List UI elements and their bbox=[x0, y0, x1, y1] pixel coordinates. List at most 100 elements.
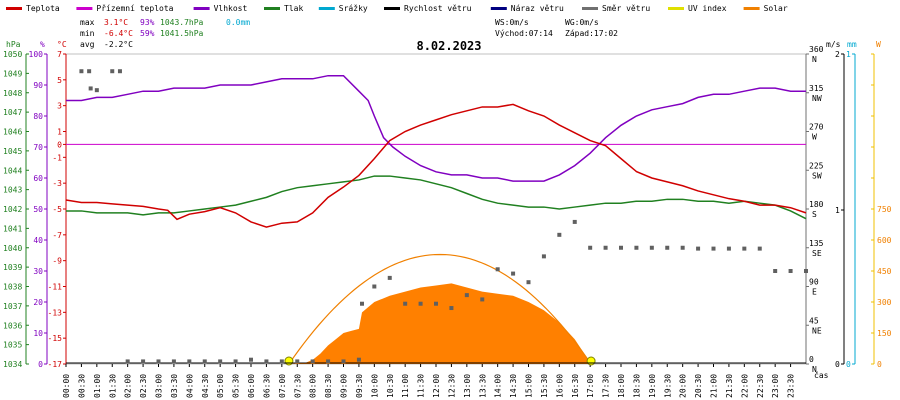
temperature-tick-label: -9 bbox=[52, 257, 62, 266]
pressure-tick-label: 1044 bbox=[3, 166, 22, 175]
legend-label: UV index bbox=[688, 4, 727, 13]
time-tick-label: 17:30 bbox=[602, 374, 611, 398]
direction-tick-label: 225 bbox=[809, 161, 824, 170]
temperature-tick-label: 7 bbox=[57, 50, 62, 59]
wind-direction-point bbox=[588, 245, 593, 250]
time-tick-label: 21:00 bbox=[710, 374, 719, 398]
wind-speed-info: WS:0m/s bbox=[495, 18, 529, 27]
time-tick-label: 13:30 bbox=[478, 374, 487, 398]
temperature-tick-label: 1 bbox=[57, 128, 62, 137]
wind-direction-point bbox=[711, 246, 716, 251]
humidity-tick-label: 30 bbox=[33, 267, 43, 276]
legend-label: Tlak bbox=[284, 4, 303, 13]
time-tick-label: 07:00 bbox=[278, 374, 287, 398]
speed-unit: m/s bbox=[826, 40, 841, 49]
time-tick-label: 05:00 bbox=[216, 374, 225, 398]
time-tick-label: 04:30 bbox=[201, 374, 210, 398]
legend-swatch bbox=[668, 7, 684, 10]
time-tick-label: 06:00 bbox=[247, 374, 256, 398]
wind-direction-point bbox=[572, 219, 577, 224]
humidity-tick-label: 70 bbox=[33, 143, 43, 152]
stat-max-humidity: 93% bbox=[140, 18, 155, 27]
legend-label: Směr větru bbox=[602, 4, 650, 13]
wind-direction-point bbox=[326, 359, 331, 364]
wind-direction-point bbox=[403, 301, 408, 306]
temperature-tick-label: -17 bbox=[48, 360, 63, 369]
wind-direction-point bbox=[87, 69, 92, 74]
wind-direction-point bbox=[156, 359, 161, 364]
time-tick-label: 12:00 bbox=[432, 374, 441, 398]
time-tick-label: 00:30 bbox=[77, 374, 86, 398]
wind-direction-point bbox=[495, 267, 500, 272]
solar-tick-label: 750 bbox=[877, 205, 892, 214]
stat-min-label: min bbox=[80, 29, 95, 38]
time-tick-label: 19:30 bbox=[663, 374, 672, 398]
time-tick-label: 14:30 bbox=[509, 374, 518, 398]
time-tick-label: 17:00 bbox=[586, 374, 595, 398]
time-tick-label: 16:30 bbox=[571, 374, 580, 398]
humidity-tick-label: 40 bbox=[33, 236, 43, 245]
stat-avg-temp: -2.2°C bbox=[104, 40, 133, 49]
humidity-tick-label: 80 bbox=[33, 112, 43, 121]
time-tick-label: 07:30 bbox=[293, 374, 302, 398]
sunrise-marker bbox=[284, 356, 294, 366]
solar-max-curve bbox=[288, 253, 592, 365]
temperature-tick-label: 3 bbox=[57, 102, 62, 111]
time-tick-label: 18:30 bbox=[632, 374, 641, 398]
stat-min-pressure: 1041.5hPa bbox=[160, 29, 204, 38]
humidity-tick-label: 20 bbox=[33, 298, 43, 307]
wind-direction-point bbox=[310, 359, 315, 364]
wind-direction-point bbox=[634, 245, 639, 250]
wind-direction-point bbox=[557, 232, 562, 237]
stat-max-pressure: 1043.7hPa bbox=[160, 18, 204, 27]
direction-tick-label: 315 bbox=[809, 84, 824, 93]
rain-tick-label: 0 bbox=[846, 360, 851, 369]
temperature-tick-label: -7 bbox=[52, 231, 62, 240]
direction-letter-label: E bbox=[812, 288, 817, 297]
temperature-line bbox=[65, 103, 807, 228]
time-tick-label: 19:00 bbox=[648, 374, 657, 398]
time-tick-label: 23:30 bbox=[787, 374, 796, 398]
pressure-tick-label: 1036 bbox=[3, 321, 22, 330]
temperature-tick-label: -5 bbox=[52, 205, 62, 214]
wind-direction-point bbox=[665, 245, 670, 250]
direction-letter-label: N bbox=[812, 55, 817, 64]
time-tick-label: 14:00 bbox=[494, 374, 503, 398]
pressure-tick-label: 1045 bbox=[3, 147, 22, 156]
wind-direction-point bbox=[804, 269, 808, 273]
temperature-tick-label: -15 bbox=[48, 334, 63, 343]
time-tick-label: 05:30 bbox=[232, 374, 241, 398]
direction-letter-label: SW bbox=[812, 171, 822, 180]
direction-letter-label: NE bbox=[812, 326, 822, 335]
temperature-tick-label: -3 bbox=[52, 179, 62, 188]
wind-direction-point bbox=[341, 359, 346, 364]
left-unit-labels: hPa % °C bbox=[6, 40, 67, 49]
pressure-tick-label: 1043 bbox=[3, 186, 22, 195]
wind-direction-point bbox=[434, 301, 438, 306]
direction-tick-label: 0 bbox=[809, 355, 814, 364]
temperature-unit: °C bbox=[57, 40, 67, 49]
pressure-tick-label: 1035 bbox=[3, 341, 22, 350]
legend-label: Srážky bbox=[339, 4, 368, 13]
wind-direction-point bbox=[649, 245, 654, 250]
pressure-line bbox=[66, 175, 807, 220]
time-tick-label: 06:30 bbox=[262, 374, 271, 398]
wind-direction-point bbox=[187, 359, 192, 364]
wind-direction-point bbox=[680, 245, 685, 250]
wind-direction-point bbox=[387, 275, 392, 280]
wind-direction-point bbox=[773, 269, 778, 273]
stat-min-humidity: 59% bbox=[140, 29, 155, 38]
wind-direction-point bbox=[88, 86, 93, 91]
legend-label: Rychlost větru bbox=[404, 4, 472, 13]
legend-label: Solar bbox=[764, 4, 788, 13]
wind-direction-point bbox=[295, 359, 300, 364]
speed-tick-label: 1 bbox=[835, 206, 840, 215]
time-tick-label: 04:00 bbox=[185, 374, 194, 398]
sunset-marker bbox=[586, 356, 596, 366]
legend-swatch bbox=[318, 7, 335, 10]
wind-direction-point bbox=[141, 359, 146, 364]
time-tick-label: 15:30 bbox=[540, 374, 549, 398]
wind-direction-point bbox=[541, 254, 546, 259]
direction-tick-label: 270 bbox=[809, 123, 824, 132]
wind-info: WS:0m/s WG:0m/s Východ:07:14 Západ:17:02 bbox=[495, 18, 618, 38]
